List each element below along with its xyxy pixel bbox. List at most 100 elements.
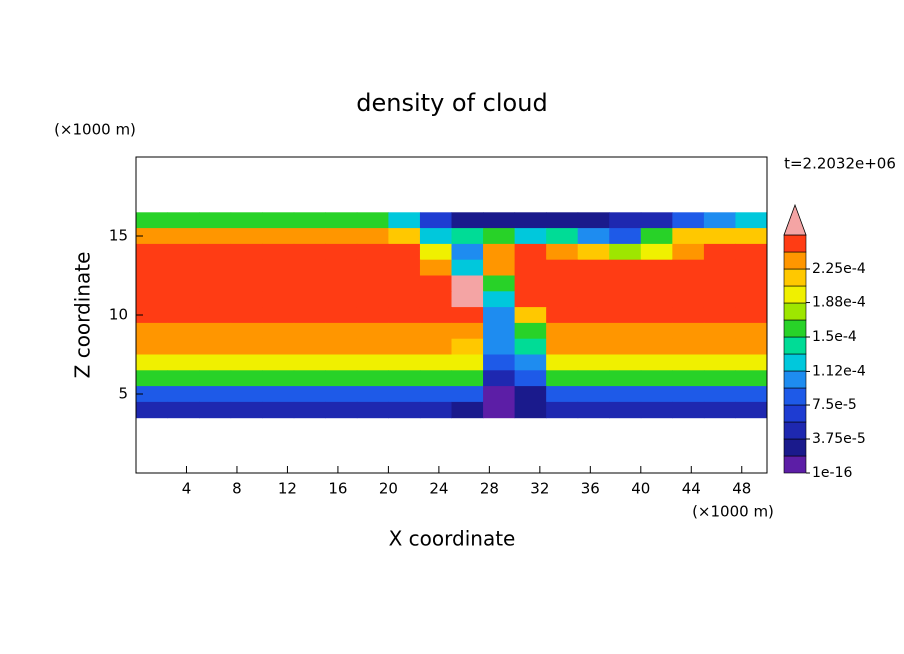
contour-cell bbox=[356, 307, 389, 324]
contour-cell bbox=[136, 322, 169, 340]
contour-cell bbox=[577, 338, 610, 355]
contour-cell bbox=[199, 401, 232, 419]
contour-cell bbox=[703, 291, 736, 308]
x-tick-label: 32 bbox=[530, 480, 549, 498]
contour-cell bbox=[451, 212, 484, 229]
contour-cell bbox=[325, 401, 358, 419]
contour-cell bbox=[483, 243, 516, 261]
contour-cell bbox=[262, 338, 295, 355]
contour-cell bbox=[136, 354, 169, 371]
contour-cell bbox=[262, 243, 295, 261]
y-tick-label: 10 bbox=[109, 306, 128, 324]
contour-cell bbox=[735, 370, 768, 387]
contour-cell bbox=[483, 212, 516, 229]
x-tick-label: 36 bbox=[581, 480, 600, 498]
contour-cell bbox=[356, 212, 389, 229]
contour-cell bbox=[577, 243, 610, 261]
contour-cell bbox=[703, 322, 736, 340]
colorbar-band bbox=[783, 353, 807, 372]
contour-cell bbox=[230, 338, 263, 355]
contour-cell bbox=[356, 228, 389, 245]
contour-cell bbox=[640, 212, 673, 229]
contour-cell bbox=[451, 291, 484, 308]
contour-cell bbox=[672, 275, 705, 292]
y-unit: (×1000 m) bbox=[54, 121, 136, 139]
contour-cell bbox=[262, 322, 295, 340]
colorbar-band bbox=[783, 387, 807, 406]
contour-cell bbox=[483, 354, 516, 371]
contour-cell bbox=[136, 259, 169, 276]
contour-cell bbox=[230, 275, 263, 292]
contour-cell bbox=[672, 401, 705, 419]
contour-cell bbox=[514, 212, 547, 229]
contour-cell bbox=[167, 386, 200, 403]
contour-cell bbox=[293, 370, 326, 387]
contour-cell bbox=[230, 259, 263, 276]
contour-cell bbox=[388, 259, 421, 276]
contour-cell bbox=[167, 401, 200, 419]
contour-cell bbox=[546, 401, 579, 419]
colorbar-tick-label: 1.5e-4 bbox=[812, 329, 857, 345]
contour-cell bbox=[136, 401, 169, 419]
contour-cell bbox=[230, 386, 263, 403]
contour-cell bbox=[483, 338, 516, 355]
contour-cell bbox=[514, 291, 547, 308]
colorbar-band bbox=[783, 268, 807, 287]
contour-cell bbox=[735, 291, 768, 308]
contour-cell bbox=[609, 370, 642, 387]
contour-cell bbox=[672, 322, 705, 340]
colorbar-band bbox=[783, 370, 807, 389]
contour-cell bbox=[293, 212, 326, 229]
contour-cell bbox=[419, 259, 452, 276]
contour-cell bbox=[609, 275, 642, 292]
contour-cell bbox=[703, 212, 736, 229]
contour-cell bbox=[609, 338, 642, 355]
contour-cell bbox=[451, 243, 484, 261]
contour-cell bbox=[262, 275, 295, 292]
contour-cell bbox=[167, 338, 200, 355]
contour-cell bbox=[388, 338, 421, 355]
contour-cell bbox=[451, 275, 484, 292]
contour-cell bbox=[483, 322, 516, 340]
contour-cell bbox=[735, 401, 768, 419]
contour-cell bbox=[451, 370, 484, 387]
contour-cell bbox=[577, 322, 610, 340]
colorbar-band bbox=[783, 455, 807, 474]
colorbar-band bbox=[783, 404, 807, 423]
contour-cell bbox=[262, 307, 295, 324]
contour-cell bbox=[388, 275, 421, 292]
contour-cell bbox=[167, 275, 200, 292]
x-tick-label: 8 bbox=[232, 480, 242, 498]
contour-cell bbox=[672, 354, 705, 371]
contour-cell bbox=[640, 370, 673, 387]
contour-cell bbox=[136, 291, 169, 308]
contour-cell bbox=[640, 275, 673, 292]
contour-cell bbox=[293, 401, 326, 419]
contour-cell bbox=[167, 228, 200, 245]
contour-cell bbox=[640, 259, 673, 276]
contour-cell bbox=[388, 212, 421, 229]
contour-cell bbox=[325, 212, 358, 229]
contour-cell bbox=[262, 228, 295, 245]
contour-cell bbox=[514, 401, 547, 419]
contour-cell bbox=[703, 243, 736, 261]
contour-cell bbox=[672, 307, 705, 324]
x-tick-label: 20 bbox=[379, 480, 398, 498]
x-tick-label: 12 bbox=[278, 480, 297, 498]
contour-cell bbox=[451, 307, 484, 324]
contour-cell bbox=[167, 307, 200, 324]
contour-cell bbox=[293, 259, 326, 276]
contour-cell bbox=[451, 259, 484, 276]
contour-cell bbox=[640, 228, 673, 245]
contour-cell bbox=[546, 386, 579, 403]
contour-cell bbox=[672, 243, 705, 261]
contour-cell bbox=[735, 275, 768, 292]
contour-cell bbox=[609, 322, 642, 340]
x-unit: (×1000 m) bbox=[692, 503, 774, 521]
contour-cell bbox=[167, 370, 200, 387]
contour-cell bbox=[672, 338, 705, 355]
contour-cell bbox=[388, 401, 421, 419]
contour-cell bbox=[735, 354, 768, 371]
contour-cell bbox=[451, 354, 484, 371]
contour-cell bbox=[136, 228, 169, 245]
